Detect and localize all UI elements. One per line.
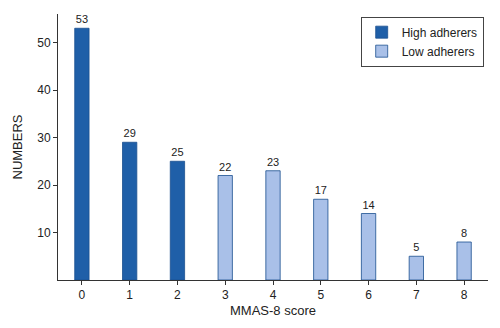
- svg-text:53: 53: [76, 13, 88, 25]
- svg-text:2: 2: [174, 288, 181, 302]
- svg-text:22: 22: [219, 161, 231, 173]
- svg-text:6: 6: [365, 288, 372, 302]
- svg-text:5: 5: [317, 288, 324, 302]
- svg-text:7: 7: [413, 288, 420, 302]
- svg-text:Low adherers: Low adherers: [402, 45, 475, 59]
- svg-text:8: 8: [461, 288, 468, 302]
- svg-text:30: 30: [37, 131, 51, 145]
- svg-text:23: 23: [267, 156, 279, 168]
- svg-text:1: 1: [126, 288, 133, 302]
- svg-text:5: 5: [413, 241, 419, 253]
- svg-text:14: 14: [362, 199, 374, 211]
- svg-text:MMAS-8 score: MMAS-8 score: [230, 303, 316, 318]
- svg-text:25: 25: [171, 146, 183, 158]
- svg-text:8: 8: [461, 227, 467, 239]
- svg-text:17: 17: [315, 184, 327, 196]
- svg-text:29: 29: [124, 127, 136, 139]
- svg-text:4: 4: [270, 288, 277, 302]
- svg-text:3: 3: [222, 288, 229, 302]
- svg-text:0: 0: [79, 288, 86, 302]
- svg-text:10: 10: [37, 226, 51, 240]
- svg-text:NUMBERS: NUMBERS: [10, 114, 25, 179]
- svg-text:20: 20: [37, 178, 51, 192]
- svg-text:High adherers: High adherers: [402, 26, 477, 40]
- svg-text:40: 40: [37, 83, 51, 97]
- svg-text:50: 50: [37, 36, 51, 50]
